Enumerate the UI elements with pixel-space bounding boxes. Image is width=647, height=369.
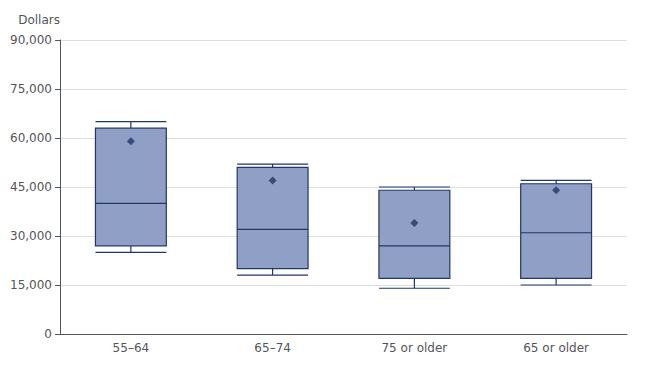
svg-text:65–74: 65–74 (254, 341, 291, 355)
svg-text:55–64: 55–64 (113, 341, 150, 355)
svg-text:65 or older: 65 or older (523, 341, 589, 355)
svg-text:75,000: 75,000 (10, 82, 52, 96)
svg-text:75 or older: 75 or older (381, 341, 447, 355)
svg-text:90,000: 90,000 (10, 33, 52, 47)
svg-text:0: 0 (44, 327, 52, 341)
svg-text:15,000: 15,000 (10, 278, 52, 292)
svg-text:45,000: 45,000 (10, 180, 52, 194)
svg-text:30,000: 30,000 (10, 229, 52, 243)
svg-text:Dollars: Dollars (18, 13, 60, 27)
svg-text:60,000: 60,000 (10, 131, 52, 145)
